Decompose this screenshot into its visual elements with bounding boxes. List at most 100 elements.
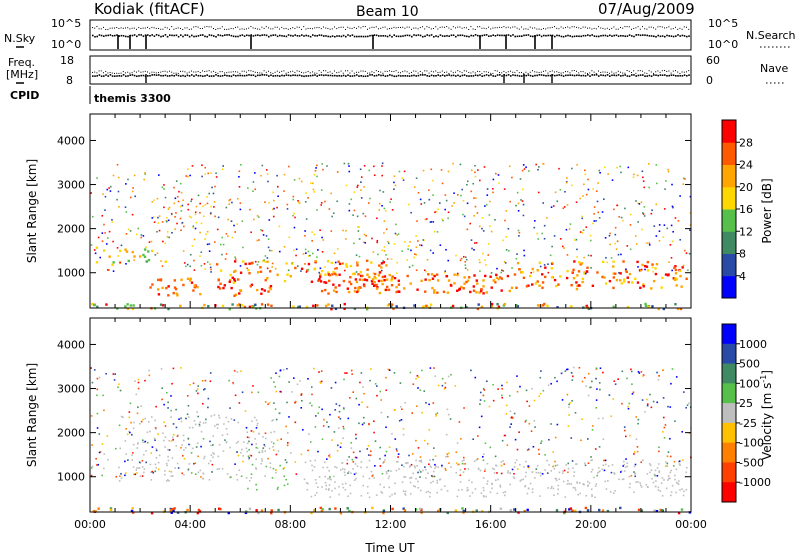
range-cell — [615, 278, 619, 282]
range-cell — [508, 289, 511, 293]
nsearch-point — [589, 27, 591, 29]
range-cell — [639, 286, 642, 290]
range-cell — [295, 400, 297, 403]
range-cell — [668, 477, 670, 480]
nave-point — [160, 71, 162, 73]
range-cell — [351, 272, 355, 276]
range-cell — [352, 391, 355, 393]
range-cell — [363, 422, 365, 424]
range-cell — [532, 445, 535, 448]
nsearch-point — [281, 26, 283, 28]
range-cell — [143, 441, 146, 444]
nave-point — [188, 71, 190, 73]
range-cell — [630, 368, 632, 371]
nsky-point — [569, 35, 571, 37]
range-cell — [424, 278, 427, 281]
range-cell — [112, 174, 115, 177]
range-cell — [417, 447, 420, 449]
range-cell — [395, 285, 398, 289]
range-cell — [322, 466, 324, 469]
nsearch-point — [180, 27, 181, 29]
range-cell — [523, 249, 525, 252]
nsky-point — [111, 35, 114, 37]
nsearch-point — [642, 26, 643, 28]
nsky-point — [417, 34, 420, 36]
nsearch-point — [424, 28, 426, 30]
nave-point — [248, 70, 250, 72]
range-cell — [332, 289, 336, 292]
range-cell — [191, 426, 194, 429]
range-cell — [622, 219, 624, 222]
range-cell — [579, 492, 581, 495]
range-cell — [276, 174, 278, 177]
range-cell — [354, 278, 358, 281]
range-cell — [537, 191, 540, 194]
range-cell — [487, 254, 490, 256]
range-cell — [348, 470, 350, 473]
nave-point — [193, 71, 195, 73]
range-cell — [373, 420, 375, 423]
range-cell — [537, 168, 539, 171]
range-cell — [357, 230, 360, 232]
range-cell — [554, 376, 556, 379]
range-cell — [402, 179, 405, 181]
range-cell — [674, 272, 678, 275]
range-cell — [423, 290, 427, 293]
range-cell — [193, 419, 196, 422]
range-cell — [598, 508, 601, 512]
range-cell — [228, 379, 230, 382]
range-cell — [151, 249, 154, 253]
range-cell — [360, 461, 363, 463]
range-cell — [319, 229, 321, 232]
range-cell — [229, 407, 231, 409]
range-cell — [584, 169, 586, 172]
range-cell — [672, 240, 674, 243]
range-cell — [630, 474, 633, 477]
range-cell — [655, 480, 657, 482]
range-cell — [620, 470, 623, 472]
range-cell — [501, 384, 503, 387]
range-cell — [101, 232, 104, 234]
range-cell — [528, 405, 531, 407]
range-cell — [599, 171, 601, 174]
range-cell — [241, 391, 244, 394]
range-cell — [109, 507, 113, 510]
range-cell — [178, 190, 180, 193]
range-cell — [165, 480, 168, 482]
range-cell — [360, 466, 362, 469]
range-cell — [667, 451, 670, 453]
nsky-point — [600, 34, 602, 37]
nsearch-point — [582, 26, 584, 28]
range-cell — [360, 181, 362, 183]
nave-point — [296, 70, 298, 72]
range-cell — [587, 438, 589, 440]
range-cell — [675, 284, 678, 287]
range-cell — [258, 239, 260, 241]
range-cell — [146, 260, 148, 263]
freq-point — [536, 74, 538, 77]
range-cell — [395, 460, 398, 463]
nsearch-point — [503, 26, 505, 28]
colorbar-segment — [722, 253, 736, 277]
range-cell — [433, 470, 435, 473]
range-cell — [670, 256, 673, 259]
nsearch-point — [688, 28, 690, 30]
nsearch-point — [452, 26, 454, 28]
range-cell — [635, 243, 638, 245]
range-cell — [675, 278, 679, 281]
range-cell — [482, 252, 484, 255]
nsearch-point — [305, 28, 307, 30]
range-cell — [345, 238, 347, 240]
range-cell — [374, 440, 377, 442]
range-cell — [206, 202, 209, 205]
range-cell — [332, 212, 335, 214]
range-cell — [365, 279, 369, 282]
range-cell — [473, 274, 476, 277]
nsearch-point — [217, 28, 219, 30]
range-cell — [462, 509, 465, 513]
nsky-point — [257, 34, 259, 36]
nsky-point — [650, 35, 653, 37]
freq-point — [670, 74, 673, 76]
nave-point — [525, 71, 527, 73]
range-cell — [441, 218, 443, 221]
